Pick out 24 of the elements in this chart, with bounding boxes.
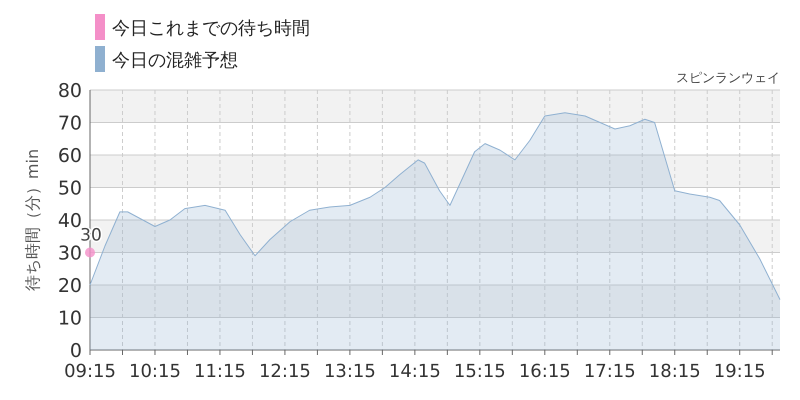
chart-subtitle: スピンランウェイ: [676, 71, 780, 86]
x-tick-label: 14:15: [388, 361, 441, 382]
y-axis-title: 待ち時間（分）min: [23, 148, 42, 292]
x-tick-label: 15:15: [454, 361, 506, 382]
x-tick-label: 11:15: [194, 361, 246, 382]
y-tick-label: 30: [58, 242, 82, 264]
x-tick-label: 18:15: [648, 361, 701, 382]
y-tick-label: 10: [58, 308, 82, 330]
x-tick-label: 09:15: [64, 361, 116, 382]
x-tick-label: 13:15: [324, 361, 376, 382]
x-tick-label: 17:15: [584, 361, 636, 382]
legend-label: 今日これまでの待ち時間: [112, 18, 310, 39]
y-tick-label: 80: [58, 80, 82, 102]
x-tick-label: 16:15: [518, 361, 571, 382]
x-tick-label: 19:15: [714, 361, 766, 382]
legend-label: 今日の混雑予想: [112, 50, 238, 71]
y-tick-label: 60: [58, 145, 82, 167]
y-tick-label: 20: [58, 275, 82, 297]
x-tick-label: 10:15: [129, 361, 181, 382]
x-tick-label: 12:15: [258, 361, 311, 382]
y-tick-label: 70: [58, 112, 82, 134]
y-tick-label: 50: [58, 178, 82, 200]
y-tick-label: 0: [70, 340, 82, 362]
y-tick-label: 40: [58, 210, 82, 232]
